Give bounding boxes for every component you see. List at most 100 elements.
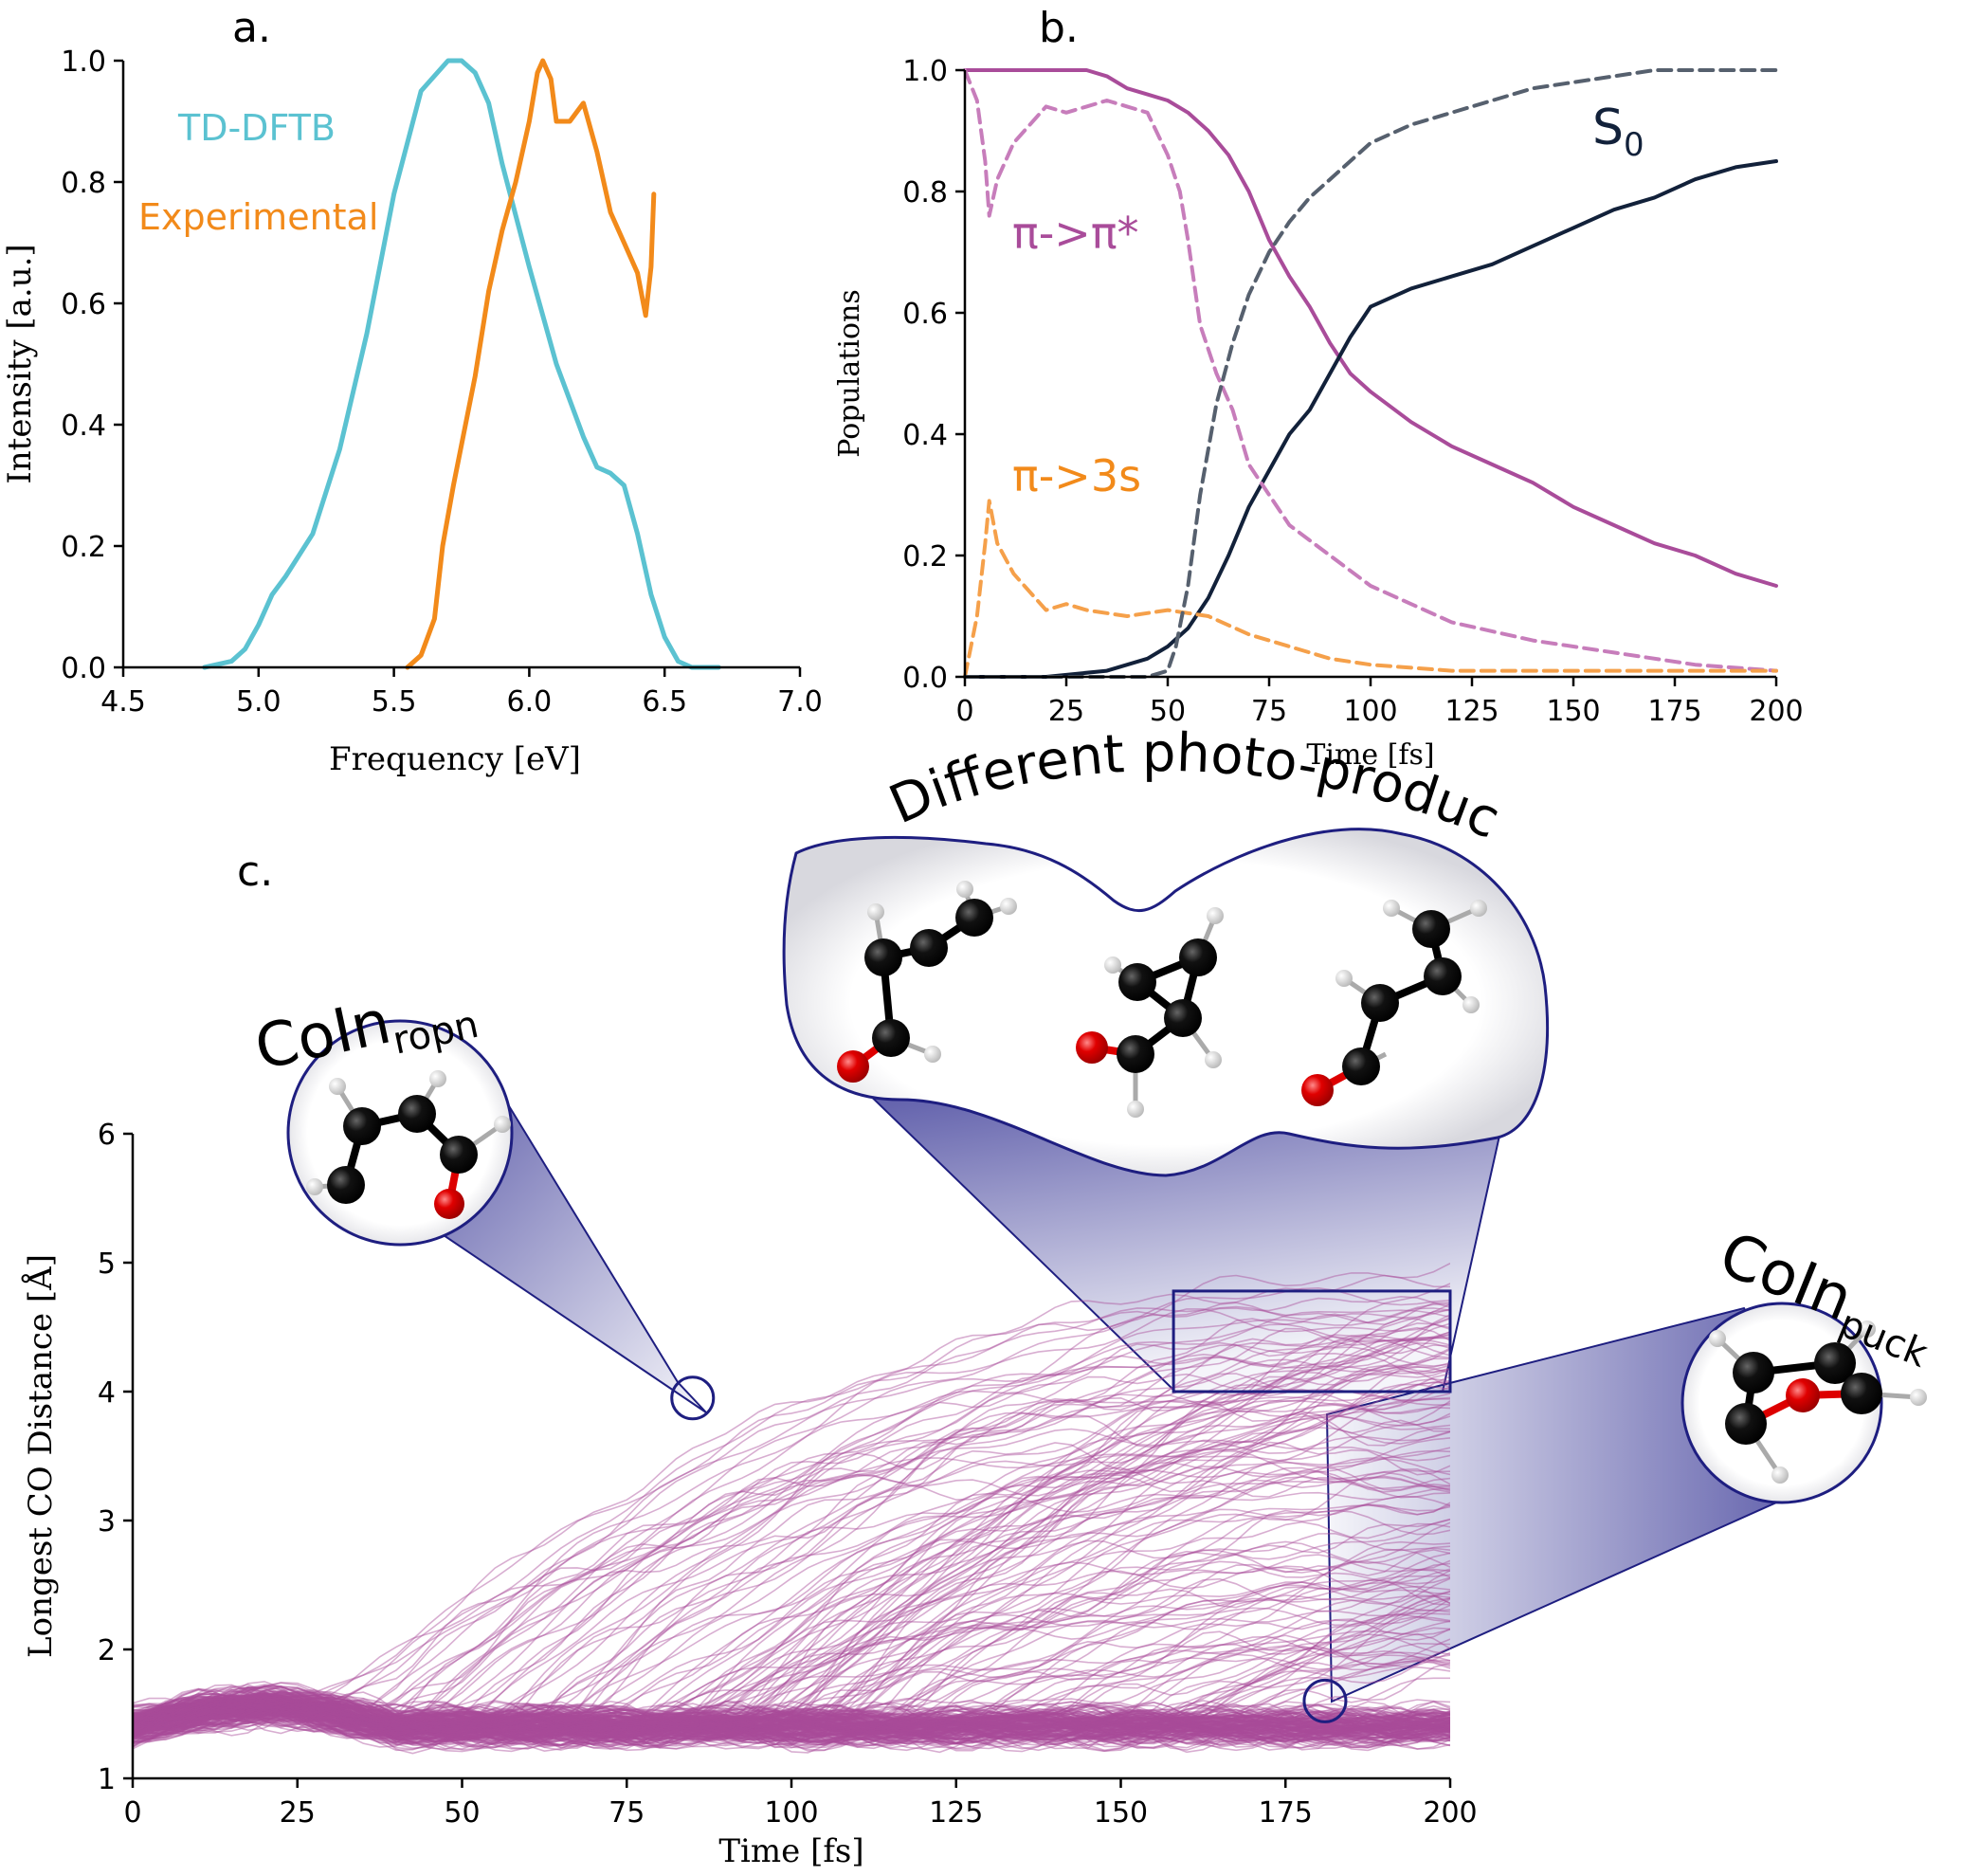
trajectory-line [133,1702,1450,1736]
trajectory-line [133,1703,1450,1743]
x-tick-label: 150 [1546,695,1600,728]
trajectory-line [133,1356,1450,1729]
x-tick-label: 6.0 [507,685,553,719]
trajectory-line [133,1700,1450,1739]
y-tick-label: 0.8 [61,167,106,200]
trajectory-line [133,1699,1450,1743]
trajectory-line [133,1706,1450,1746]
trajectory-line [133,1703,1450,1740]
y-tick-label: 4 [98,1376,116,1410]
trajectory-line [133,1699,1450,1745]
series-line-td-dftb [202,58,721,670]
panel-b: b. 0.0 0.2 0.4 0.6 0.8 1.0 0 25 50 75 100 125 150 17… [833,4,1804,772]
molecule-ropn [306,1070,511,1219]
y-tick-label: 0.6 [61,288,106,321]
trajectory-line [133,1694,1450,1730]
y-tick-label: 0.0 [902,662,948,695]
trajectory-line [133,1685,1450,1741]
x-tick-label: 0 [123,1796,141,1830]
trajectory-line [133,1685,1450,1739]
trajectory-line [133,1404,1450,1733]
trajectory-line [133,1370,1450,1736]
trajectory-line [133,1703,1450,1737]
annotation-pi-pistar: π->π* [1012,208,1139,259]
trajectory-line [133,1396,1450,1730]
trajectory-line [133,1711,1450,1739]
x-tick-label: 125 [1444,695,1499,728]
y-tick-label: 0.6 [902,298,948,331]
trajectory-line [133,1302,1450,1736]
coin-ropn-marker [670,1375,716,1421]
trajectory-line [133,1703,1450,1744]
panel-a-series [202,58,721,670]
trajectory-line [133,1540,1450,1745]
trajectory-line [133,1695,1450,1753]
trajectory-line [133,1694,1450,1736]
trajectory-line [133,1697,1450,1739]
trajectory-line [133,1708,1450,1738]
trajectory-line [133,1709,1450,1747]
y-tick-label: 3 [98,1505,116,1539]
trajectory-line [133,1358,1450,1731]
annotation-s0: S0 [1592,100,1644,164]
trajectory-line [133,1694,1450,1736]
x-tick-label: 100 [764,1796,818,1830]
trajectory-line [133,1599,1450,1744]
trajectory-line [133,1609,1450,1737]
trajectory-line [133,1327,1450,1745]
trajectory-line [133,1703,1450,1743]
trajectory-line [133,1695,1450,1742]
trajectory-line [133,1518,1450,1745]
panel-a-ylabel: Intensity [a.u.] [1,244,39,483]
trajectory-line [133,1693,1450,1734]
trajectory-line [133,1703,1450,1730]
series-line--3s [963,499,1778,679]
trajectory-line [133,1552,1450,1732]
trajectory-line [133,1693,1450,1750]
trajectory-line [133,1706,1450,1744]
trajectory-line [133,1449,1450,1742]
legend-td-dftb: TD-DFTB [177,107,336,149]
trajectory-line [133,1695,1450,1743]
trajectory-line [133,1701,1450,1750]
trajectory-line [133,1594,1450,1744]
trajectory-line [133,1629,1450,1740]
trajectory-line [133,1302,1450,1739]
x-tick-label: 0 [955,695,973,728]
trajectory-line [133,1690,1450,1732]
panel-c-y-ticks: 1 2 3 4 5 6 [98,1119,133,1796]
trajectory-line [133,1691,1450,1731]
trajectory-line [133,1642,1450,1730]
trajectory-line [133,1437,1450,1734]
trajectory-line [133,1694,1450,1738]
y-tick-label: 6 [98,1119,116,1152]
trajectory-line [133,1685,1450,1737]
panel-b-ylabel: Populations [833,289,866,457]
series-line-- [963,68,1778,588]
series-line-experimental [405,58,657,670]
trajectory-line [133,1701,1450,1737]
bubble-coin-puck: CoInpuck [1680,1219,1935,1504]
trajectory-line [133,1303,1450,1733]
x-tick-label: 5.0 [236,685,282,719]
trajectory-line [133,1604,1450,1739]
y-tick-label: 1 [98,1763,116,1796]
trajectory-line [133,1380,1450,1738]
trajectory-line [133,1688,1450,1738]
trajectory-line [133,1677,1450,1746]
trajectory-line [133,1326,1450,1722]
panel-a-y-ticks: 0.0 0.2 0.4 0.6 0.8 1.0 [61,46,123,685]
x-tick-label: 175 [1647,695,1701,728]
trajectory-line [133,1647,1450,1745]
trajectory-line [133,1706,1450,1738]
trajectory-line [133,1696,1450,1753]
trajectory-line [133,1487,1450,1734]
trajectory-line [133,1703,1450,1752]
trajectory-line [133,1427,1450,1735]
trajectory-line [133,1694,1450,1744]
trajectory-line [133,1581,1450,1744]
trajectory-line [133,1694,1450,1740]
molecule-puck [1709,1320,1927,1484]
trajectory-line [133,1698,1450,1739]
